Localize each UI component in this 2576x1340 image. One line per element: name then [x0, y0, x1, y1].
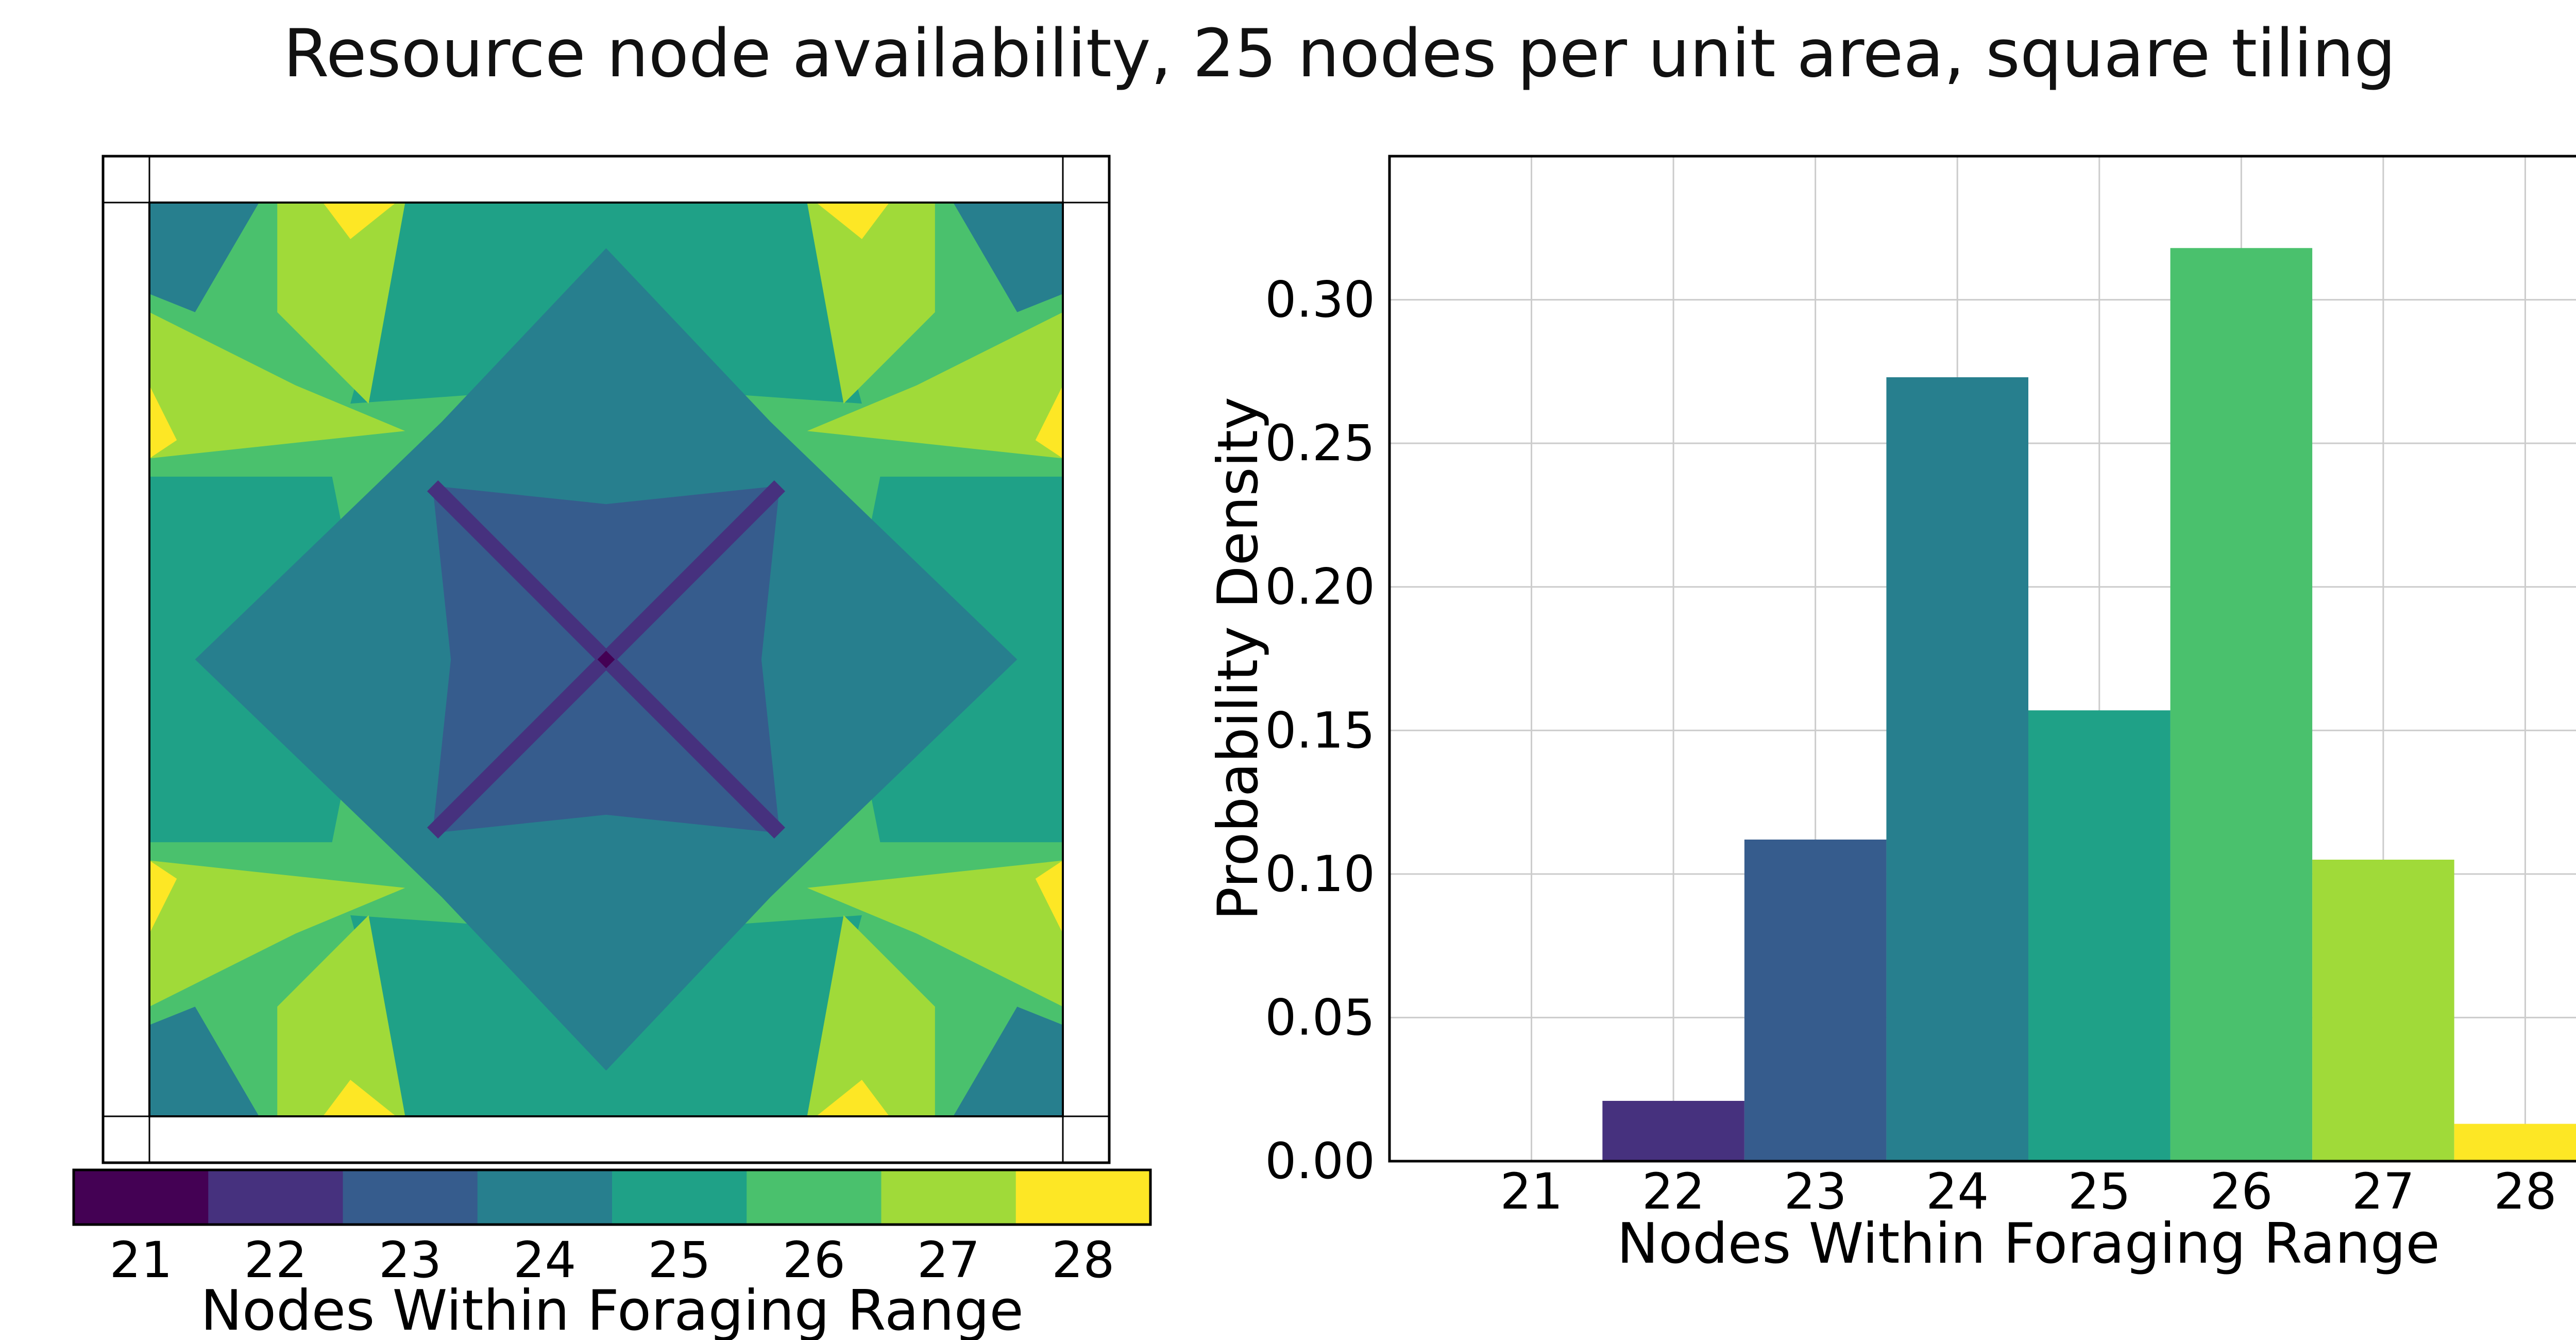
bar-23 — [1744, 840, 1887, 1161]
x-tick-21: 21 — [1500, 1163, 1563, 1220]
y-tick-6: 0.30 — [1265, 271, 1375, 329]
colorbar-cell-25 — [612, 1170, 747, 1225]
figure-title: Resource node availability, 25 nodes per… — [283, 15, 2396, 92]
region-tip-side-2 — [149, 860, 177, 934]
region-tip-top-1 — [816, 203, 890, 239]
region-wedge-top-1 — [807, 203, 935, 404]
histogram-bars — [1602, 248, 2576, 1162]
histogram-frame — [1388, 155, 2576, 1163]
region-wedge-side-1 — [807, 312, 1063, 459]
region-corner-0 — [149, 203, 259, 312]
region-center-point — [597, 650, 615, 668]
colorbar-cell-23 — [343, 1170, 478, 1225]
y-tick-0: 0.00 — [1265, 1132, 1375, 1190]
colorbar-cell-26 — [747, 1170, 882, 1225]
region-corner-2 — [149, 1007, 259, 1116]
x-axis-label: Nodes Within Foraging Range — [1617, 1212, 2440, 1276]
y-tick-4: 0.20 — [1265, 558, 1375, 616]
y-tick-3: 0.15 — [1265, 701, 1375, 759]
region-corner-3 — [953, 1007, 1063, 1116]
histogram-panel: 0.000.050.100.150.200.250.30 21 22 23 24 25 2… — [1206, 155, 2576, 1276]
colorbar-cell-24 — [477, 1170, 613, 1225]
heatmap-panel — [101, 155, 1111, 1164]
region-tip-side-1 — [1035, 385, 1063, 459]
region-tip-top-2 — [323, 1080, 396, 1116]
colorbar-cells — [74, 1170, 1151, 1225]
colorbar-tick-24: 24 — [513, 1231, 576, 1289]
x-tick-22: 22 — [1642, 1163, 1705, 1220]
bar-26 — [2170, 248, 2313, 1162]
x-tick-labels: 21 22 23 24 25 26 27 28 — [1500, 1163, 2556, 1220]
region-corner-1 — [953, 203, 1063, 312]
region-wedge-side-3 — [807, 860, 1063, 1007]
region-wedge-top-2 — [277, 915, 405, 1116]
region-tip-top-3 — [816, 1080, 890, 1116]
colorbar-cell-22 — [208, 1170, 343, 1225]
bar-24 — [1886, 377, 2028, 1161]
colorbar-tick-28: 28 — [1052, 1231, 1114, 1289]
x-tick-23: 23 — [1784, 1163, 1847, 1220]
colorbar-label: Nodes Within Foraging Range — [200, 1279, 1024, 1340]
x-tick-25: 25 — [2068, 1163, 2131, 1220]
y-axis-label: Probability Density — [1206, 397, 1270, 920]
colorbar-tick-27: 27 — [917, 1231, 980, 1289]
colorbar: 21 22 23 24 25 26 27 28 Nodes Within Foraging R… — [72, 1168, 1152, 1340]
y-tick-labels: 0.00 0.05 0.10 0.15 0.20 0.25 0.30 — [1265, 271, 1375, 1190]
colorbar-tick-26: 26 — [783, 1231, 845, 1289]
x-tick-27: 27 — [2352, 1163, 2415, 1220]
colorbar-frame — [72, 1168, 1152, 1226]
region-tip-side-0 — [149, 385, 177, 459]
bar-25 — [2028, 710, 2171, 1161]
y-tick-5: 0.25 — [1265, 414, 1375, 472]
y-tick-2: 0.10 — [1265, 845, 1375, 903]
colorbar-tick-labels: 21 22 23 24 25 26 27 28 — [110, 1231, 1115, 1289]
bar-28 — [2454, 1124, 2576, 1161]
region-wedge-top-0 — [277, 203, 405, 404]
region-tip-side-3 — [1035, 860, 1063, 934]
bar-22 — [1602, 1101, 1744, 1161]
x-tick-24: 24 — [1926, 1163, 1989, 1220]
region-wedge-side-2 — [149, 860, 405, 1007]
x-tick-26: 26 — [2210, 1163, 2273, 1220]
region-wedge-side-0 — [149, 312, 405, 459]
colorbar-tick-25: 25 — [648, 1231, 711, 1289]
heatmap-regions — [149, 203, 1063, 1116]
colorbar-tick-23: 23 — [379, 1231, 442, 1289]
colorbar-cell-27 — [881, 1170, 1016, 1225]
colorbar-cell-21 — [74, 1170, 209, 1225]
y-tick-1: 0.05 — [1265, 989, 1375, 1046]
x-tick-28: 28 — [2494, 1163, 2556, 1220]
region-tip-top-0 — [323, 203, 396, 239]
region-wedge-top-3 — [807, 915, 935, 1116]
colorbar-cell-28 — [1015, 1170, 1151, 1225]
bar-27 — [2312, 860, 2454, 1161]
colorbar-tick-21: 21 — [110, 1231, 173, 1289]
colorbar-tick-22: 22 — [244, 1231, 307, 1289]
map-guide-lines — [103, 156, 1109, 1163]
